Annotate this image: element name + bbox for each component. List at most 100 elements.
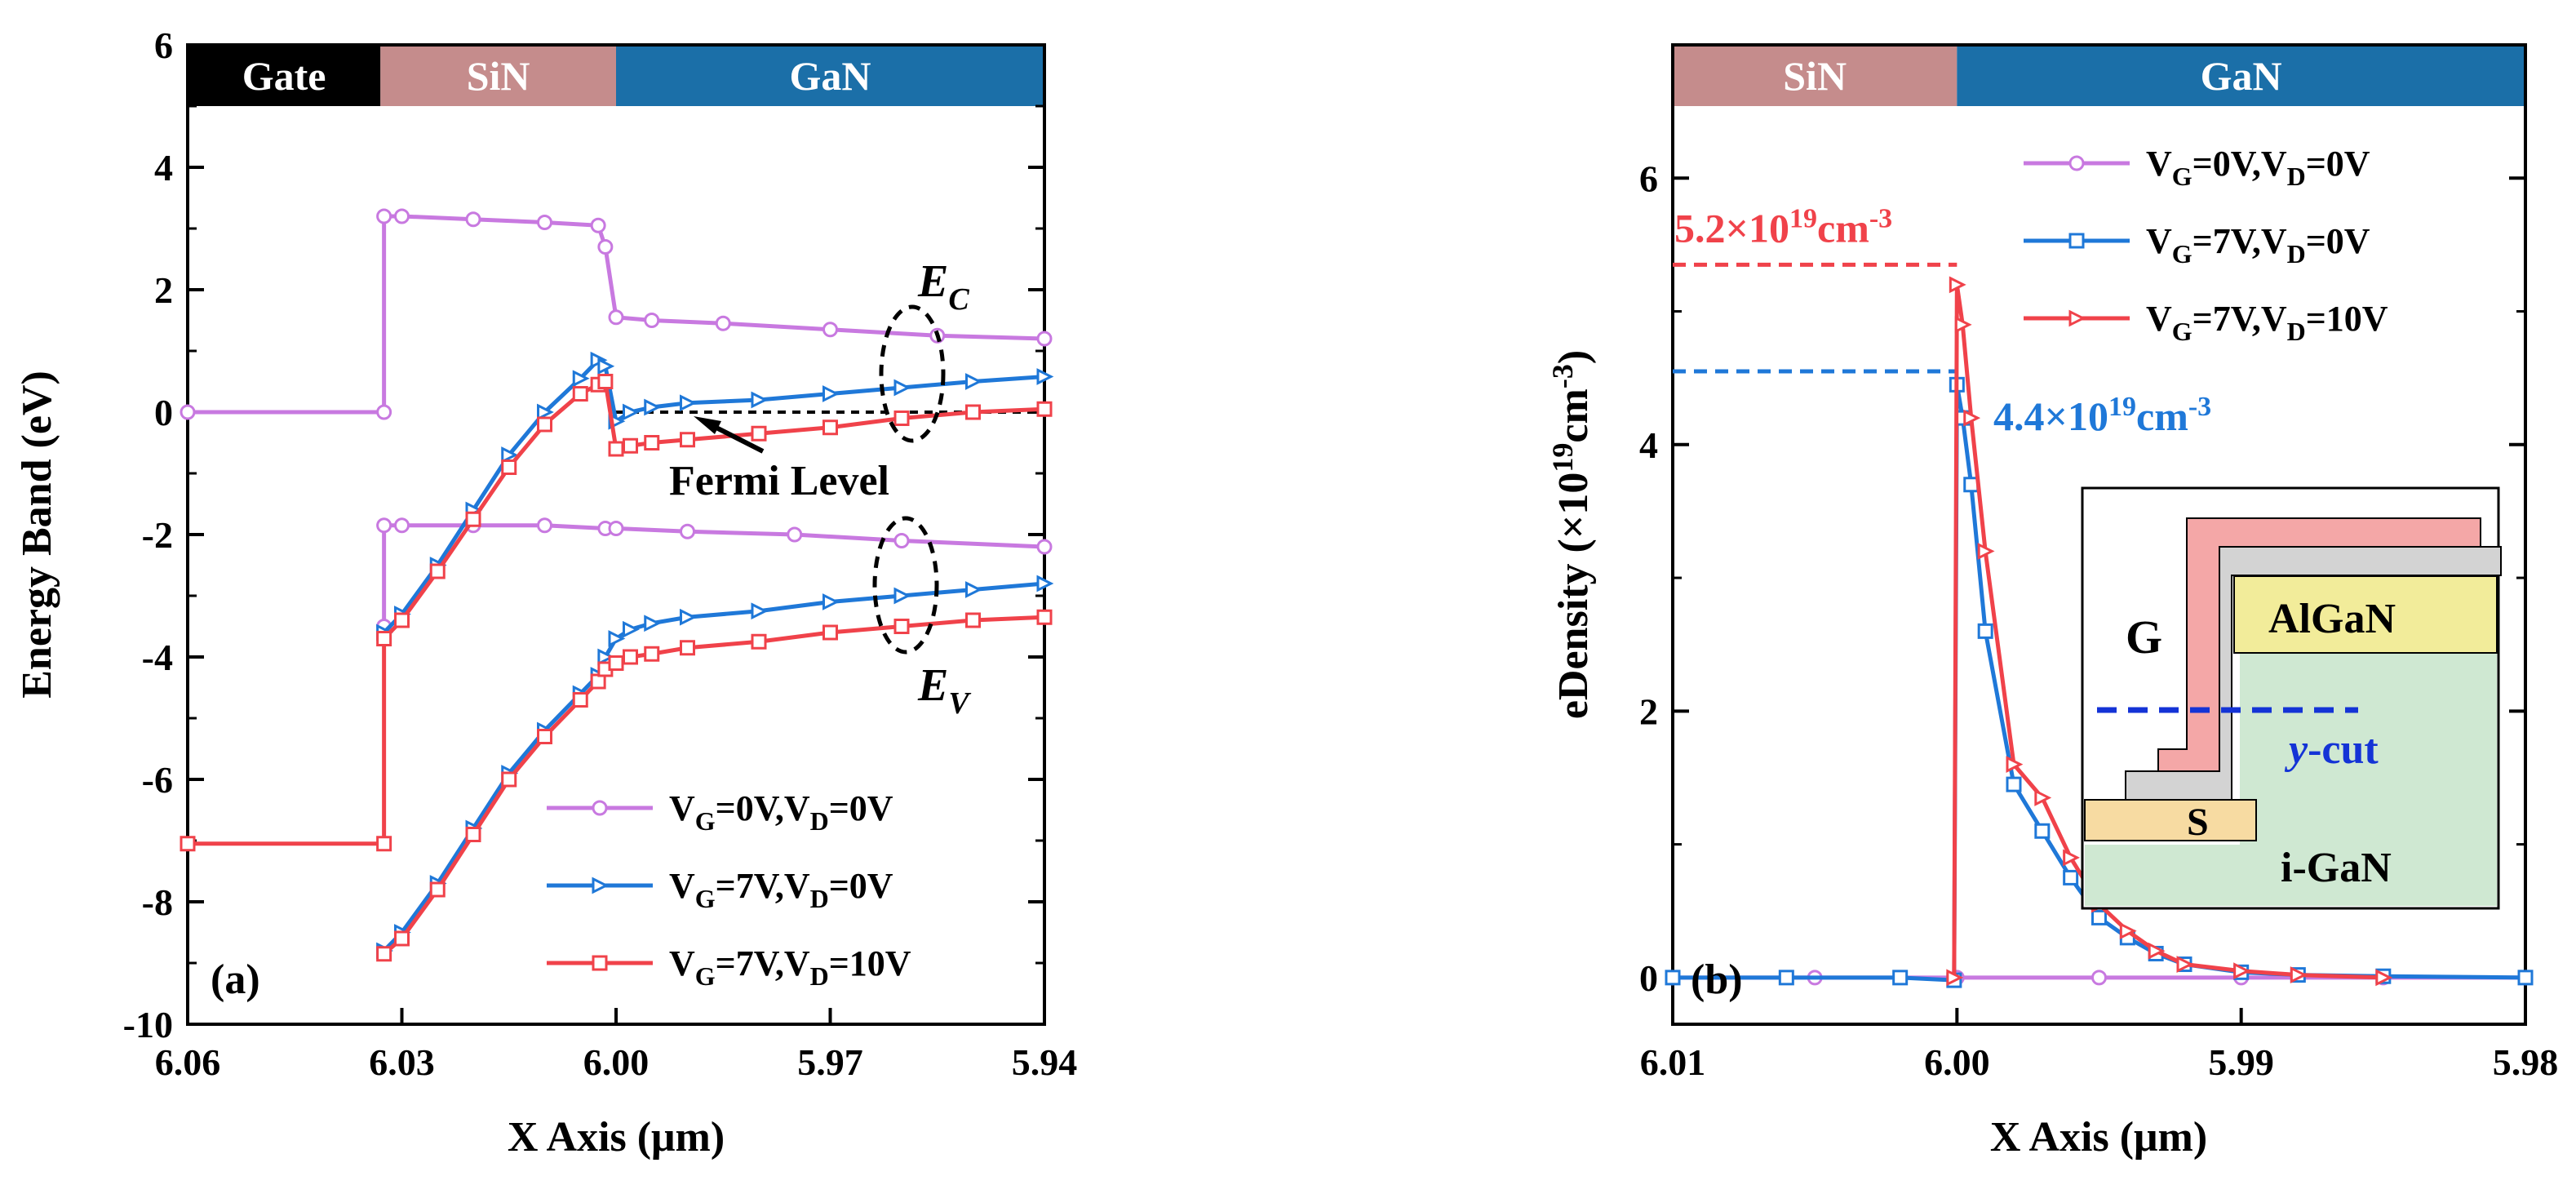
series-point-vg-7v-vd-10v-ec — [965, 404, 981, 420]
series-point-vg-7v-vd-10v — [2176, 956, 2194, 973]
series-point-vg-0v-vd-0v-ec — [465, 211, 481, 228]
series-point-vg-7v-vd-10v-ec — [644, 435, 660, 450]
series-point-vg-7v-vd-10v-ev — [537, 729, 552, 744]
fermi-level-label: Fermi Level — [669, 458, 889, 504]
ev-ellipse — [872, 516, 939, 655]
series-point-vg-7v-vd-0v — [2091, 909, 2107, 925]
y-tick-label--4: -4 — [142, 637, 173, 678]
panel-b-legend: VG=0V,VD=0V VG=7V,VD=0V VG=7V,VD=10V — [2024, 144, 2388, 346]
series-point-vg-0v-vd-0v-ev — [1036, 539, 1053, 555]
series-point-vg-7v-vd-0v — [2063, 869, 2079, 885]
series-point-vg-7v-vd-0v — [2517, 970, 2534, 986]
series-point-vg-0v-vd-0v-ec — [597, 239, 614, 255]
series-point-vg-7v-vd-10v-ec — [537, 416, 552, 433]
x-tick-label-6.03: 6.03 — [369, 1041, 435, 1083]
ec-annotation: EC — [917, 256, 969, 317]
reference-label-1: 4.4×1019cm-3 — [1993, 392, 2211, 439]
series-point-vg-7v-vd-10v-ec — [893, 411, 910, 426]
series-point-vg-7v-vd-10v-ec — [376, 631, 392, 646]
y-tick-label-0: 0 — [1639, 957, 1658, 999]
x-tick-label-6.06: 6.06 — [155, 1041, 221, 1083]
series-point-vg-7v-vd-10v-ev — [429, 881, 446, 898]
series-point-vg-7v-vd-0v — [2006, 776, 2022, 792]
legend-marker-vg-7v-vd-10v — [592, 955, 608, 971]
x-tick-label-5.99: 5.99 — [2208, 1041, 2274, 1083]
legend-label-vg-0v-vd-0v: VG=0V,VD=0V — [2146, 144, 2370, 191]
region-gate — [188, 45, 381, 106]
series-point-vg-7v-vd-0v-ev — [1036, 575, 1054, 592]
panel-b-ticks: 6.01 6.00 5.99 5.98 0 2 4 6 — [1639, 158, 2558, 1083]
inset-igan-label: i-GaN — [2281, 845, 2392, 891]
panel-b-region-bar: SiN GaN — [1673, 45, 2525, 106]
y-tick-label-6: 6 — [154, 24, 173, 66]
series-point-vg-0v-vd-0v-ec — [1036, 331, 1053, 347]
inset-gate-label: G — [2126, 610, 2162, 664]
series-point-vg-7v-vd-10v-ec — [597, 374, 614, 389]
fermi-arrow — [708, 422, 765, 454]
legend-marker-vg-7v-vd-0v — [592, 877, 610, 894]
series-point-vg-7v-vd-0v-ec — [501, 446, 519, 464]
inset-gate-metal — [2157, 517, 2481, 772]
series-point-vg-7v-vd-10v-ec — [680, 432, 695, 448]
ec-ellipse — [879, 304, 946, 443]
series-point-vg-7v-vd-10v-ev — [501, 771, 517, 788]
series-point-vg-7v-vd-0v-ev — [644, 615, 662, 632]
series-point-vg-0v-vd-0v-ec — [537, 215, 552, 230]
series-point-vg-7v-vd-10v-ev — [608, 655, 624, 671]
series-point-vg-7v-vd-0v — [1665, 970, 1681, 986]
device-inset: G AlGaN S i-GaN y-cut — [2081, 486, 2502, 910]
panel-b-label: (b) — [1691, 956, 1743, 1003]
series-point-vg-7v-vd-0v-ec — [1036, 368, 1054, 385]
legend-label-vg-7v-vd-0v: VG=7V,VD=0V — [2146, 221, 2370, 269]
panel-a-ylabel: Energy Band (eV) — [14, 371, 60, 699]
series-point-vg-7v-vd-10v-ec — [429, 563, 446, 579]
series-point-vg-7v-vd-10v — [1963, 409, 1981, 427]
series-point-vg-7v-vd-10v-ec — [501, 459, 517, 475]
series-point-vg-7v-vd-10v-ev — [644, 646, 660, 662]
y-tick-label--10: -10 — [123, 1004, 173, 1045]
series-point-vg-7v-vd-0v — [2034, 823, 2051, 839]
panel-b-xlabel: X Axis (μm) — [1990, 1114, 2207, 1161]
series-point-vg-7v-vd-10v-ev — [376, 946, 392, 962]
series-point-vg-0v-vd-0v-ec — [822, 322, 838, 338]
inset-cut-label: y-cut — [2284, 726, 2379, 773]
region-label-sin: SiN — [1783, 53, 1847, 99]
legend-label-vg-0v-vd-0v: VG=0V,VD=0V — [669, 788, 893, 836]
panel-a-legend: VG=0V,VD=0V VG=7V,VD=0V VG=7V,VD=10V — [547, 788, 911, 991]
series-point-vg-7v-vd-10v — [1954, 316, 1972, 334]
series-point-vg-7v-vd-10v — [2006, 756, 2024, 774]
series-line-vg-0v-vd-0v-ev — [382, 523, 1045, 627]
series-point-vg-0v-vd-0v-ec — [644, 313, 660, 328]
series-point-vg-7v-vd-10v — [2119, 922, 2137, 940]
inset-substrate-right — [2240, 653, 2497, 906]
series-point-vg-0v-vd-0v-ec — [608, 309, 624, 326]
series-point-vg-7v-vd-10v-ec — [1036, 401, 1053, 417]
panel-a-region-bar: Gate SiN GaN — [188, 45, 1044, 106]
region-label-gan: GaN — [790, 53, 871, 99]
series-point-vg-7v-vd-10v-ev — [572, 692, 588, 708]
series-point-vg-7v-vd-10v-ev — [1036, 609, 1053, 625]
series-point-vg-0v-vd-0v-ec — [394, 208, 410, 224]
series-point-vg-7v-vd-0v-ev — [597, 648, 615, 666]
series-point-vg-7v-vd-0v-ec — [537, 403, 554, 421]
series-point-vg-7v-vd-0v-ec — [893, 379, 911, 397]
panel-a-ticks: 6.06 6.03 6.00 5.97 5.94 -10 -8 -6 -4 -2 0 2 4 6 — [123, 24, 1078, 1083]
panel-a-series — [180, 208, 1054, 962]
series-point-vg-7v-vd-10v — [1977, 542, 1995, 560]
series-point-vg-7v-vd-10v-ev — [893, 619, 910, 634]
region-sin — [1673, 45, 1957, 106]
series-point-vg-7v-vd-10v-ev — [680, 640, 695, 656]
inset-algan-label: AlGaN — [2268, 596, 2396, 642]
inset-source-label: S — [2187, 801, 2209, 844]
series-point-vg-7v-vd-0v-ec — [751, 391, 769, 409]
series-point-vg-7v-vd-0v-ev — [623, 620, 640, 638]
series-point-vg-7v-vd-10v — [1946, 969, 1964, 987]
y-tick-label--2: -2 — [142, 514, 173, 556]
y-tick-label-0: 0 — [154, 392, 173, 433]
series-point-vg-7v-vd-10v-ec — [376, 836, 392, 852]
inset-source — [2084, 799, 2257, 841]
series-point-vg-7v-vd-10v-ev — [822, 624, 838, 641]
series-point-vg-7v-vd-10v — [2063, 849, 2081, 867]
series-point-vg-7v-vd-0v-ec — [822, 385, 840, 402]
legend-label-vg-7v-vd-10v: VG=7V,VD=10V — [2146, 299, 2388, 346]
